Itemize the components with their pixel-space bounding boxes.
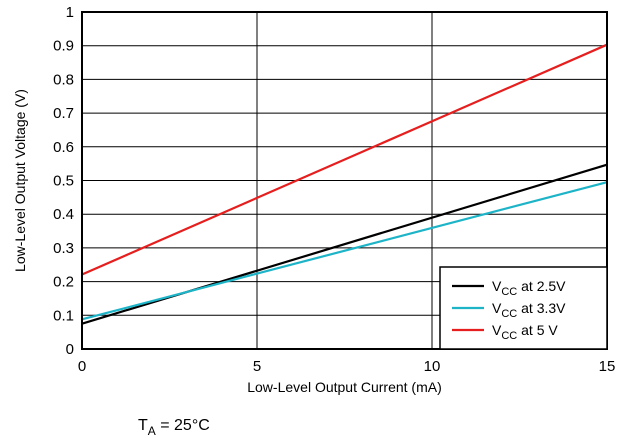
temperature-annotation: TA = 25°C xyxy=(138,417,210,438)
legend-label-main: V xyxy=(492,300,502,316)
legend-label-rest: at 5 V xyxy=(517,322,558,338)
legend-label-sub: CC xyxy=(501,308,517,320)
tick-labels: 00.10.20.30.40.50.60.70.80.910 5 10 15 xyxy=(53,4,615,375)
y-tick-label: 0.6 xyxy=(53,139,74,156)
y-tick-label: 0.2 xyxy=(53,274,74,291)
legend-label-main: V xyxy=(492,322,502,338)
legend-label-main: V xyxy=(492,278,502,294)
x-tick-label: 5 xyxy=(253,358,261,375)
y-tick-label: 0.1 xyxy=(53,307,74,324)
x-tick-label: 15 xyxy=(599,358,616,375)
legend-label-rest: at 3.3V xyxy=(517,300,566,316)
x-tick-label: 0 xyxy=(78,358,86,375)
y-tick-label: 0.9 xyxy=(53,38,74,55)
legend-label-rest: at 2.5V xyxy=(517,278,566,294)
legend-label-3: VCC at 5 V xyxy=(492,322,558,342)
series-lines xyxy=(81,43,608,325)
y-tick-label: 0.7 xyxy=(53,105,74,122)
y-tick-label: 0.3 xyxy=(53,240,74,257)
plot-frame xyxy=(81,11,608,350)
legend-label-sub: CC xyxy=(501,330,517,342)
annotation-main: T xyxy=(138,417,148,434)
y-axis-label: Low-Level Output Voltage (V) xyxy=(12,89,28,272)
annotation-rest: = 25°C xyxy=(156,417,210,434)
x-axis-label: Low-Level Output Current (mA) xyxy=(247,379,442,395)
x-tick-label: 10 xyxy=(424,358,441,375)
legend-label-sub: CC xyxy=(501,286,517,298)
y-tick-label: 0.8 xyxy=(53,71,74,88)
y-tick-label: 1 xyxy=(66,4,74,21)
annotation-sub: A xyxy=(148,424,156,438)
y-tick-label: 0.4 xyxy=(53,206,74,223)
series-line-3 xyxy=(81,43,608,276)
y-tick-label: 0 xyxy=(66,341,74,358)
legend-label-2: VCC at 3.3V xyxy=(492,300,566,320)
series-line-2 xyxy=(81,181,608,321)
grid xyxy=(82,12,607,349)
legend-label-1: VCC at 2.5V xyxy=(492,278,566,298)
y-tick-label: 0.5 xyxy=(53,173,74,190)
